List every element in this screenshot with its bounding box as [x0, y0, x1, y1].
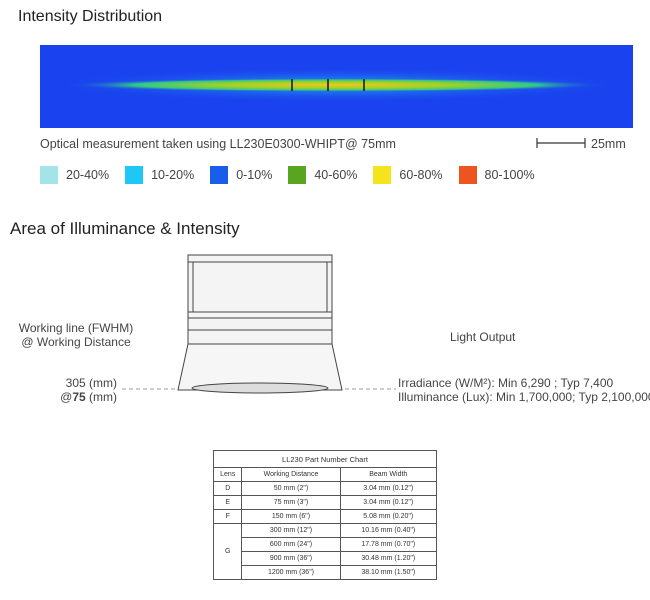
distance-line: 305 (mm)	[65, 376, 117, 390]
legend-label: 20-40%	[66, 168, 110, 182]
table-cell: D	[212, 481, 243, 496]
legend: 20-40% 10-20% 0-10% 40-60% 60-80% 80-100%	[40, 166, 551, 184]
legend-item: 60-80%	[373, 166, 443, 184]
table-header: Beam Width	[339, 467, 437, 482]
output-line: Illuminance (Lux): Min 1,700,000; Typ 2,…	[398, 390, 650, 404]
legend-swatch	[288, 166, 307, 184]
table-cell: G	[212, 523, 243, 580]
text: @	[60, 390, 73, 404]
table-cell: 75 mm (3")	[241, 495, 341, 510]
table-title: LL230 Part Number Chart	[213, 450, 437, 468]
distance-line: @75 (mm)	[60, 390, 117, 404]
legend-swatch	[373, 166, 392, 184]
legend-label: 60-80%	[399, 168, 443, 182]
distance: 305 (mm) @75 (mm)	[60, 376, 117, 404]
legend-label: 40-60%	[314, 168, 358, 182]
legend-item: 80-100%	[458, 166, 535, 184]
table-cell: 10.16 mm (0.40")	[339, 523, 437, 538]
table-cell: 3.04 mm (0.12")	[339, 495, 437, 510]
device	[177, 254, 343, 394]
legend-label: 80-100%	[484, 168, 535, 182]
legend-item: 20-40%	[40, 166, 109, 184]
legend-swatch	[125, 166, 144, 184]
light-output: Light Output	[450, 330, 516, 344]
table-row: 900 mm (36") 30.48 mm (1.20")	[214, 551, 437, 566]
table-row: D 50 mm (2") 3.04 mm (0.12")	[212, 481, 437, 496]
legend-item: 0-10%	[210, 166, 272, 184]
table-cell: 50 mm (2")	[241, 481, 341, 496]
heatmap-beam	[66, 78, 606, 92]
table-cell: 600 mm (24")	[241, 537, 341, 552]
scale-bar	[536, 138, 586, 148]
section-title: Intensity Distribution	[18, 8, 163, 25]
table-row: G 300 mm (12") 10.16 mm (0.40")	[212, 523, 437, 580]
label-line: @ Working Distance	[21, 335, 131, 349]
label-line: Working line (FWHM)	[18, 321, 134, 335]
legend-item: 40-60%	[288, 166, 357, 184]
table-cell: 30.48 mm (1.20")	[339, 551, 437, 566]
caption: Optical measurement taken using LL230E03…	[40, 137, 396, 151]
table-cell: E	[212, 495, 243, 510]
table-row: E 75 mm (3") 3.04 mm (0.12")	[212, 495, 437, 510]
text: (mm)	[85, 390, 117, 404]
table-header-row: Lens Working Distance Beam Width	[212, 467, 437, 482]
table-header: Working Distance	[241, 467, 341, 482]
table-row: 1200 mm (36") 38.10 mm (1.50")	[214, 565, 437, 580]
output-values: Irradiance (W/M²): Min 6,290 ; Typ 7,400…	[398, 376, 650, 404]
text: 75	[72, 390, 86, 404]
table-row: 600 mm (24") 17.78 mm (0.70")	[214, 537, 437, 552]
table-cell: 150 mm (6")	[241, 509, 341, 524]
table-cell: 38.10 mm (1.50")	[339, 565, 437, 580]
table-cell: 300 mm (12")	[241, 523, 341, 538]
table-cell: 3.04 mm (0.12")	[339, 481, 437, 496]
scale-label: 25mm	[591, 137, 626, 151]
legend-label: 0-10%	[236, 168, 273, 182]
table-cell: 5.08 mm (0.20")	[339, 509, 437, 524]
legend-item: 10-20%	[125, 166, 194, 184]
legend-swatch	[458, 166, 477, 184]
table-row: F 150 mm (6") 5.08 mm (0.20")	[212, 509, 437, 524]
table-header: Lens	[212, 467, 243, 482]
output-line: Irradiance (W/M²): Min 6,290 ; Typ 7,400	[398, 376, 614, 390]
working-line-label: Working line (FWHM) @ Working Distance	[16, 321, 136, 349]
heatmap-markers	[291, 79, 365, 91]
table-cell: F	[212, 509, 243, 524]
table-row: LL230 Part Number Chart	[213, 450, 437, 468]
table-body: LL230 Part Number Chart Lens Working Dista…	[212, 450, 437, 580]
table-cell: 1200 mm (36")	[241, 565, 341, 580]
legend-label: 10-20%	[151, 168, 195, 182]
table-cell: 17.78 mm (0.70")	[339, 537, 437, 552]
part-number-table: LL230 Part Number Chart Lens Working Dista…	[212, 450, 437, 580]
legend-swatch	[210, 166, 229, 184]
section-title: Area of Illuminance & Intensity	[10, 219, 240, 238]
legend-swatch	[40, 166, 58, 184]
table-cell: 900 mm (36")	[241, 551, 341, 566]
